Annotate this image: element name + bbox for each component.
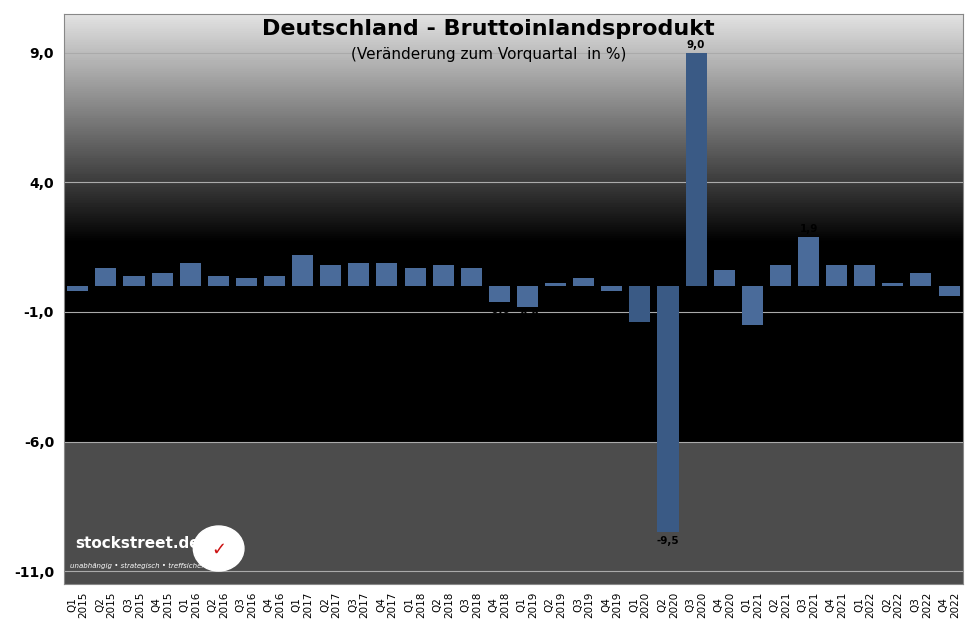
Text: 0,3: 0,3 bbox=[574, 265, 593, 275]
Text: 0,4: 0,4 bbox=[209, 262, 228, 272]
Bar bbox=[67, 286, 88, 291]
Text: -0,2: -0,2 bbox=[601, 295, 623, 305]
Text: 0,9: 0,9 bbox=[181, 250, 199, 260]
Bar bbox=[658, 286, 679, 532]
Bar bbox=[854, 265, 875, 286]
Bar bbox=[798, 237, 819, 286]
Bar bbox=[461, 268, 482, 286]
Text: 0,1: 0,1 bbox=[883, 270, 902, 281]
Bar bbox=[264, 276, 285, 286]
Bar bbox=[601, 286, 622, 291]
Bar bbox=[151, 273, 173, 286]
Text: Deutschland - Bruttoinlandsprodukt: Deutschland - Bruttoinlandsprodukt bbox=[262, 19, 715, 39]
Bar bbox=[349, 263, 369, 286]
Text: 0,4: 0,4 bbox=[125, 262, 144, 272]
Bar bbox=[770, 265, 791, 286]
Bar bbox=[882, 283, 904, 286]
Text: 1,2: 1,2 bbox=[293, 242, 312, 252]
Text: 0,8: 0,8 bbox=[828, 252, 846, 262]
Text: unabhängig • strategisch • treffsicher: unabhängig • strategisch • treffsicher bbox=[70, 563, 204, 569]
Text: -0,6: -0,6 bbox=[488, 305, 511, 315]
Text: 0,8: 0,8 bbox=[856, 252, 874, 262]
Bar bbox=[742, 286, 763, 325]
Bar bbox=[404, 268, 426, 286]
Text: 0,5: 0,5 bbox=[152, 260, 171, 270]
Bar bbox=[488, 286, 510, 301]
Bar bbox=[235, 278, 257, 286]
Bar bbox=[208, 276, 229, 286]
Text: -1,4: -1,4 bbox=[628, 326, 652, 336]
Bar bbox=[911, 273, 931, 286]
Text: ✓: ✓ bbox=[211, 541, 227, 559]
Text: 1,9: 1,9 bbox=[799, 224, 818, 234]
Text: 0,5: 0,5 bbox=[912, 260, 930, 270]
Bar bbox=[939, 286, 959, 296]
Bar bbox=[320, 265, 341, 286]
Text: 0,4: 0,4 bbox=[265, 262, 284, 272]
Text: 0,3: 0,3 bbox=[237, 265, 256, 275]
Bar bbox=[629, 286, 651, 322]
Text: (Veränderung zum Vorquartal  in %): (Veränderung zum Vorquartal in %) bbox=[351, 47, 626, 63]
Bar bbox=[123, 276, 145, 286]
Text: -0,2: -0,2 bbox=[66, 295, 89, 305]
Text: stockstreet.de: stockstreet.de bbox=[75, 535, 199, 550]
Bar bbox=[376, 263, 398, 286]
Text: 0,7: 0,7 bbox=[462, 255, 481, 265]
Text: -9,5: -9,5 bbox=[657, 536, 679, 546]
Bar bbox=[713, 270, 735, 286]
Bar bbox=[545, 283, 566, 286]
Text: 0,1: 0,1 bbox=[546, 270, 565, 281]
Text: 0,6: 0,6 bbox=[715, 257, 734, 267]
Text: 0,7: 0,7 bbox=[97, 255, 115, 265]
Bar bbox=[180, 263, 200, 286]
Bar bbox=[686, 52, 706, 286]
Bar bbox=[827, 265, 847, 286]
Bar bbox=[433, 265, 453, 286]
Text: 0,8: 0,8 bbox=[434, 252, 452, 262]
Ellipse shape bbox=[193, 526, 244, 571]
Bar bbox=[96, 268, 116, 286]
Bar bbox=[292, 255, 314, 286]
Text: 0,9: 0,9 bbox=[350, 250, 368, 260]
Text: 0,9: 0,9 bbox=[378, 250, 396, 260]
Bar bbox=[64, 442, 963, 584]
Text: 0,7: 0,7 bbox=[405, 255, 424, 265]
Text: -0,4: -0,4 bbox=[938, 300, 960, 310]
Text: 0,8: 0,8 bbox=[321, 252, 340, 262]
Text: -1,5: -1,5 bbox=[741, 329, 764, 339]
Text: 9,0: 9,0 bbox=[687, 40, 705, 50]
Bar bbox=[573, 278, 594, 286]
Text: 0,8: 0,8 bbox=[771, 252, 789, 262]
Bar bbox=[517, 286, 538, 307]
Text: -0,8: -0,8 bbox=[516, 311, 539, 320]
